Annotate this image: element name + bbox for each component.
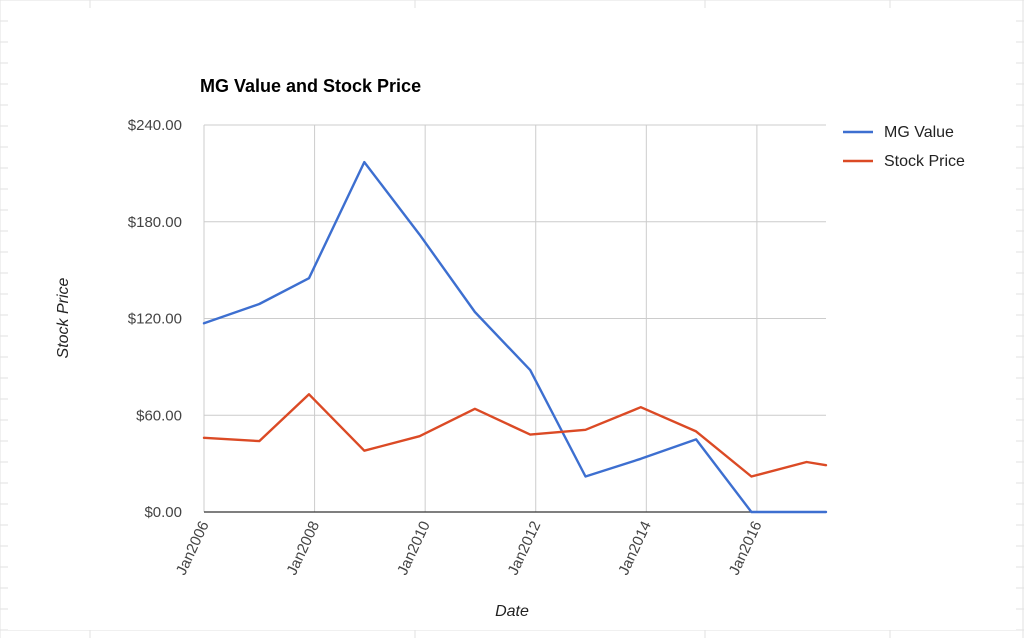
legend: MG Value Stock Price: [843, 124, 965, 170]
y-tick-label: $0.00: [144, 504, 182, 521]
series-lines: [202, 160, 828, 514]
horizontal-gridlines: [204, 124, 826, 416]
y-axis-label: Stock Price: [55, 277, 72, 358]
y-tick-label: $180.00: [128, 214, 182, 231]
chart-title: MG Value and Stock Price: [200, 76, 421, 96]
x-axis-label: Date: [495, 603, 529, 620]
series-line-mg-value: [202, 160, 828, 514]
series-line-stock-price: [202, 393, 828, 478]
y-tick-label: $240.00: [128, 117, 182, 134]
y-tick-label: $60.00: [136, 407, 182, 424]
legend-label: MG Value: [884, 124, 954, 141]
legend-label: Stock Price: [884, 153, 965, 170]
y-tick-label: $120.00: [128, 311, 182, 328]
vertical-gridlines: [203, 125, 758, 512]
y-tick-labels: $0.00 $60.00 $120.00 $180.00 $240.00: [128, 117, 182, 521]
